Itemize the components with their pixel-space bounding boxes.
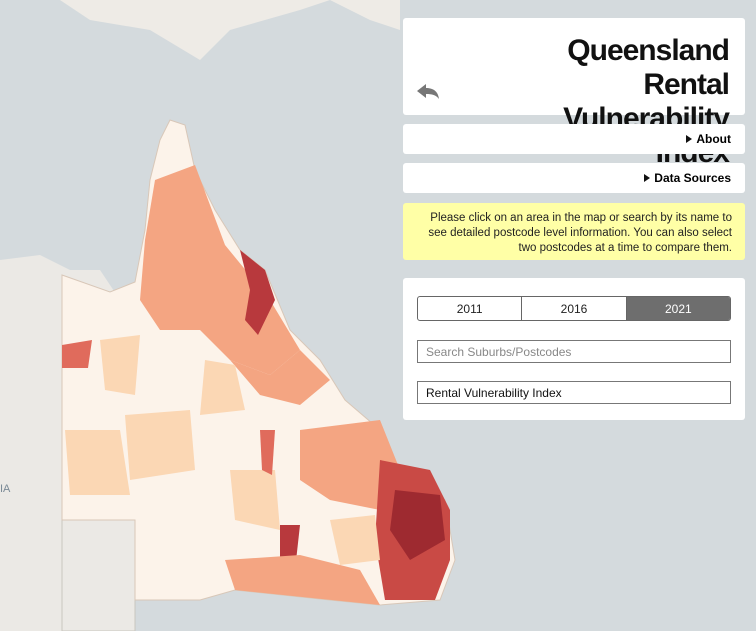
region[interactable] [225,555,380,605]
notice: Please click on an area in the map or se… [403,203,745,260]
about-toggle[interactable]: About [403,124,745,154]
region[interactable] [65,430,130,495]
land [0,0,330,60]
year-tab[interactable]: 2021 [625,297,730,320]
region[interactable] [62,340,92,368]
title-panel: Queensland Rental Vulnerability Index [403,18,745,169]
search-input[interactable]: Search Suburbs/Postcodes [417,340,731,363]
disclosure-icon [686,135,693,143]
region[interactable] [260,430,275,475]
land [61,519,136,631]
back-icon [417,84,439,99]
region[interactable] [330,515,380,565]
land [330,0,400,30]
disclosure-icon [644,174,651,182]
region[interactable] [240,250,275,335]
data-sources-toggle[interactable]: Data Sources [403,163,745,193]
region[interactable] [300,420,400,510]
region[interactable] [100,335,140,395]
region[interactable] [230,350,330,405]
region[interactable] [125,410,195,480]
controls-panel: 2011 2016 2021 Search Suburbs/Postcodes Re… [403,278,745,420]
land [0,255,140,631]
menu-label: Data Sources [654,171,731,185]
menu-label: About [696,132,731,146]
year-tabs: 2011 2016 2021 [417,296,731,321]
indicator-select[interactable]: Rental Vulnerability Index [417,381,731,404]
year-tab[interactable]: 2016 [521,297,625,320]
region[interactable] [230,470,280,530]
year-tab[interactable]: 2011 [456,301,483,316]
back-button[interactable] [415,82,441,102]
region[interactable] [390,490,445,560]
region[interactable] [200,360,245,415]
map-label: IA [0,483,11,495]
